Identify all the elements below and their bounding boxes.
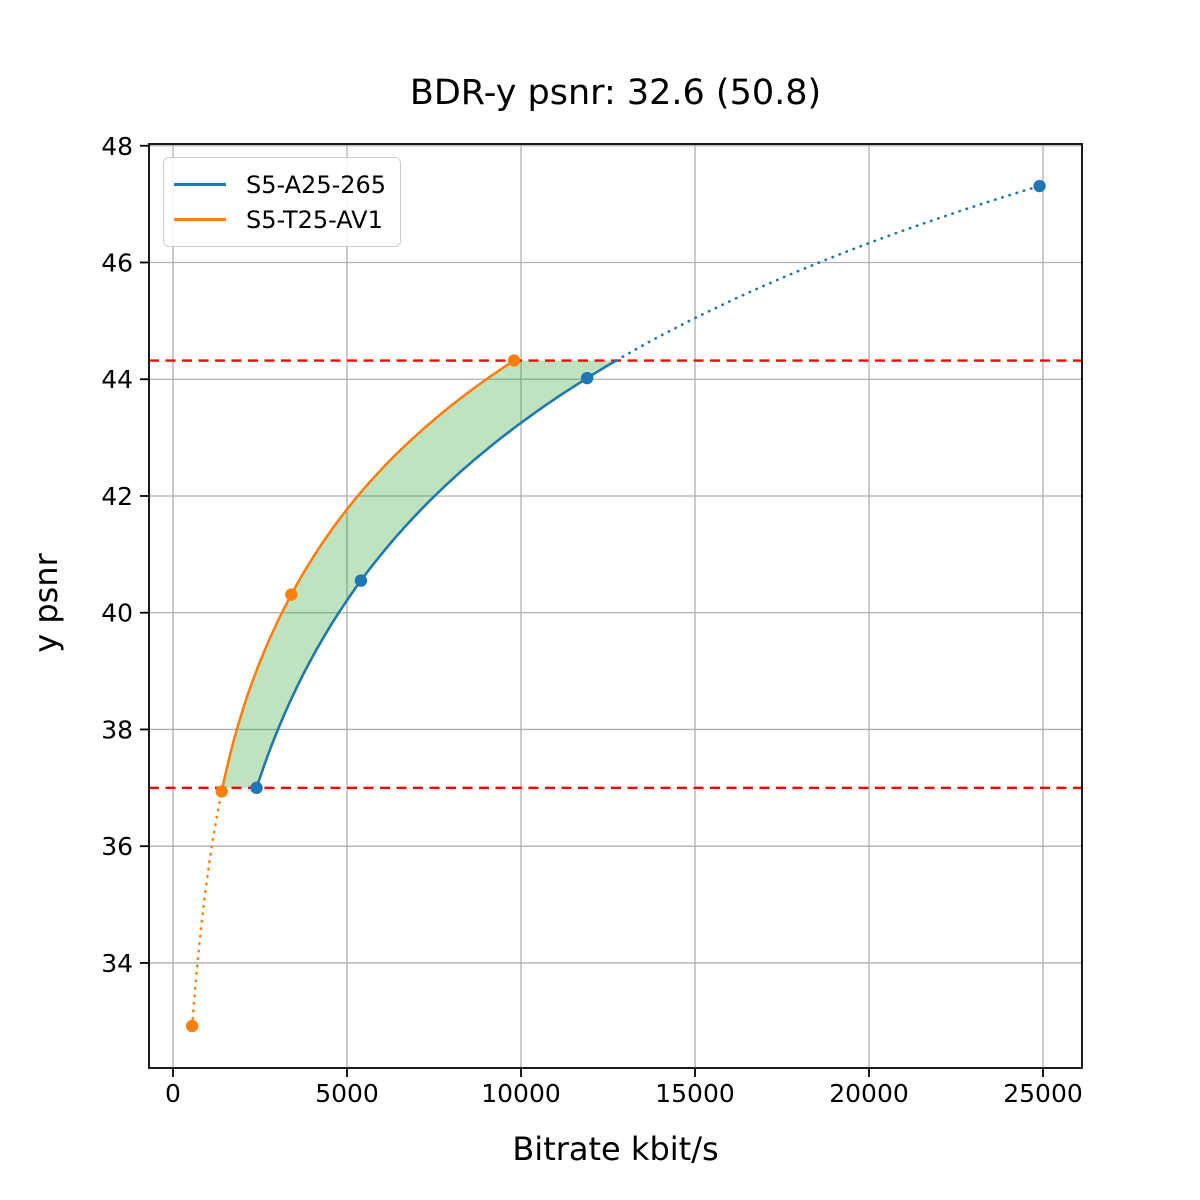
y-tick-label: 34 — [101, 949, 133, 978]
x-tick-label: 5000 — [315, 1079, 379, 1108]
data-point-marker-S5-T25-AV1 — [507, 354, 521, 367]
series-curve-S5-A25-265 — [255, 359, 617, 789]
series-curve-dotted-S5-T25-AV1 — [190, 786, 224, 1028]
legend-label: S5-A25-265 — [246, 170, 387, 199]
series-curve-dotted-S5-A25-265 — [614, 184, 1041, 362]
legend-line-sample-orange — [174, 218, 226, 221]
data-point-marker-S5-T25-AV1 — [215, 785, 228, 798]
x-tick-label: 10000 — [481, 1079, 561, 1108]
legend-item-s5-t25-av1: S5-T25-AV1 — [174, 202, 388, 237]
y-tick-label: 48 — [101, 132, 133, 161]
x-axis-label: Bitrate kbit/s — [512, 1130, 719, 1168]
y-axis-label: y psnr — [27, 553, 65, 653]
x-tick-label: 25000 — [1003, 1079, 1083, 1108]
data-point-marker-S5-A25-265 — [250, 781, 263, 795]
y-tick-label: 46 — [101, 248, 133, 277]
legend-label: S5-T25-AV1 — [246, 205, 383, 234]
x-tick-label: 15000 — [655, 1079, 735, 1108]
y-tick-label: 42 — [101, 482, 133, 511]
y-tick-label: 44 — [101, 365, 133, 394]
data-point-marker-S5-T25-AV1 — [285, 588, 298, 601]
chart-title: BDR-y psnr: 32.6 (50.8) — [409, 73, 822, 113]
data-point-marker-S5-T25-AV1 — [185, 1019, 199, 1033]
bd-overlap-fill-region — [222, 360, 617, 788]
legend: S5-A25-265 S5-T25-AV1 — [163, 157, 401, 247]
y-tick-label: 36 — [101, 832, 133, 861]
y-tick-label: 38 — [101, 715, 133, 744]
axes-spines — [148, 143, 1083, 1069]
x-tick-label: 20000 — [829, 1079, 909, 1108]
data-point-marker-S5-A25-265 — [1033, 179, 1046, 193]
x-tick-label: 0 — [165, 1079, 181, 1108]
y-tick-label: 40 — [101, 599, 133, 628]
legend-item-s5-a25-265: S5-A25-265 — [174, 167, 388, 202]
data-point-marker-S5-A25-265 — [354, 574, 368, 587]
legend-line-sample-blue — [174, 183, 226, 186]
data-point-marker-S5-A25-265 — [580, 371, 594, 385]
